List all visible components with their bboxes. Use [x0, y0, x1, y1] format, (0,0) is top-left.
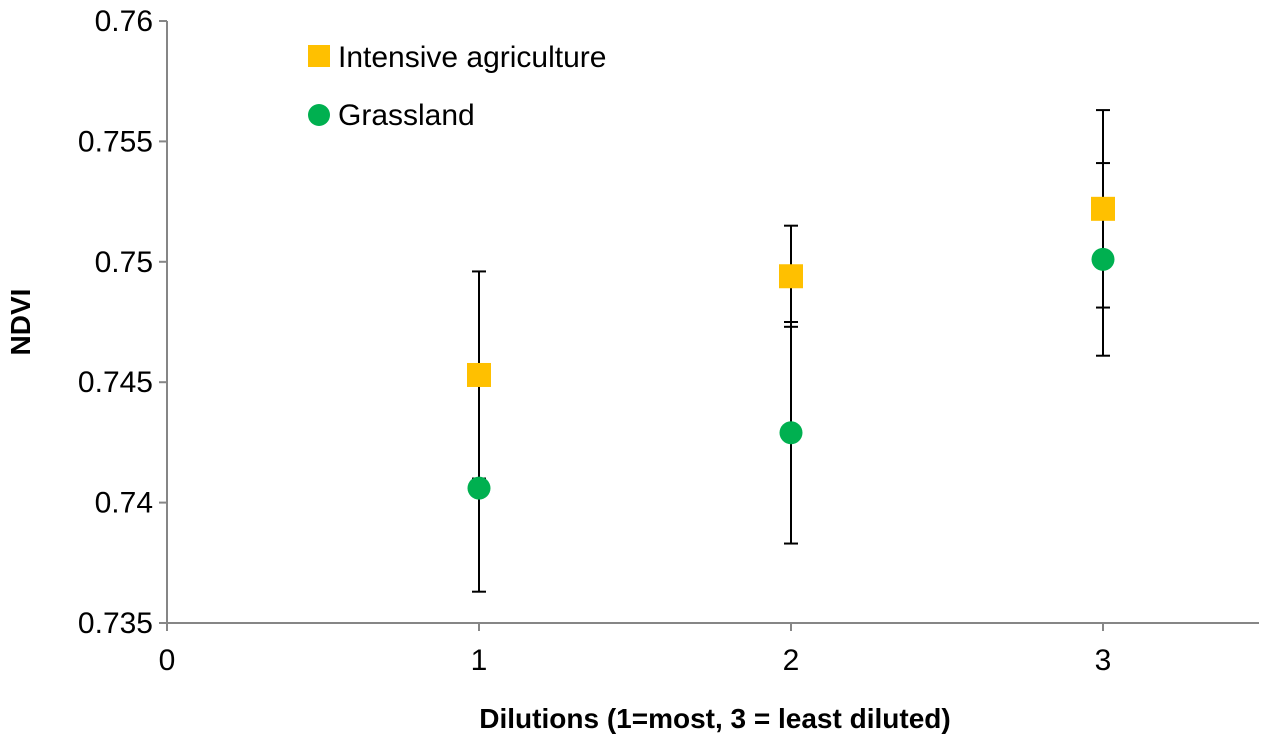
point-intensive-agriculture [779, 264, 803, 289]
legend-marker-intensive-agriculture [308, 45, 330, 67]
point-intensive-agriculture [1091, 196, 1115, 221]
y-tick-label: 0.74 [95, 487, 153, 520]
point-grassland [779, 421, 803, 445]
y-tick-label: 0.76 [95, 5, 153, 38]
error-bars [472, 109, 1110, 593]
data-points [467, 196, 1115, 500]
legend: Intensive agriculture Grassland [308, 41, 606, 132]
legend-label-grassland: Grassland [338, 99, 475, 132]
x-tick-label: 2 [783, 644, 800, 677]
axes [166, 21, 1259, 624]
axis-ticks: 0.735 0.74 0.745 0.75 0.755 0.76 0 1 2 3 [78, 5, 1111, 677]
legend-marker-grassland [308, 104, 330, 126]
x-tick-label: 0 [159, 644, 176, 677]
y-tick-label: 0.75 [95, 246, 153, 279]
point-grassland [1091, 247, 1115, 271]
x-tick-label: 3 [1095, 644, 1112, 677]
y-tick-label: 0.755 [78, 125, 153, 158]
y-tick-label: 0.735 [78, 607, 153, 640]
point-intensive-agriculture [467, 362, 491, 387]
legend-label-intensive-agriculture: Intensive agriculture [338, 41, 606, 74]
x-axis-title: Dilutions (1=most, 3 = least diluted) [479, 703, 950, 734]
y-tick-label: 0.745 [78, 366, 153, 399]
y-axis-title: NDVI [5, 289, 36, 356]
point-grassland [467, 476, 491, 500]
x-tick-label: 1 [471, 644, 488, 677]
